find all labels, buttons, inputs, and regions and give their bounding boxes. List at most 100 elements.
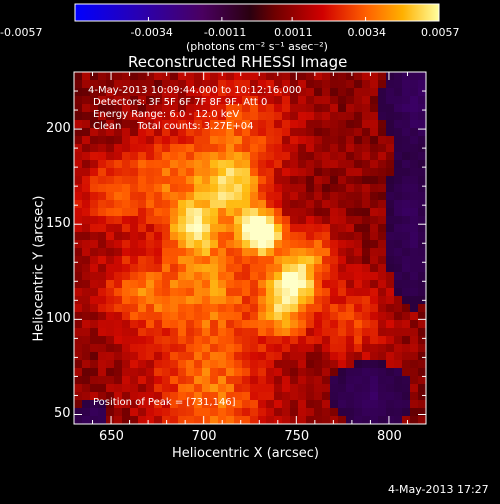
image-pixel	[410, 304, 419, 313]
image-pixel	[74, 336, 83, 345]
image-pixel	[178, 320, 187, 329]
image-pixel	[410, 296, 419, 305]
image-pixel	[114, 224, 123, 233]
image-pixel	[162, 392, 171, 401]
image-pixel	[170, 224, 179, 233]
image-pixel	[322, 192, 331, 201]
image-pixel	[378, 192, 387, 201]
image-pixel	[282, 280, 291, 289]
image-pixel	[370, 96, 379, 105]
image-pixel	[114, 360, 123, 369]
image-pixel	[106, 184, 115, 193]
image-pixel	[210, 328, 219, 337]
image-pixel	[194, 368, 203, 377]
image-pixel	[346, 312, 355, 321]
image-pixel	[98, 384, 107, 393]
image-pixel	[370, 304, 379, 313]
image-pixel	[386, 352, 395, 361]
image-pixel	[82, 176, 91, 185]
image-pixel	[394, 416, 403, 424]
image-pixel	[186, 352, 195, 361]
image-pixel	[186, 320, 195, 329]
image-pixel	[242, 288, 251, 297]
image-pixel	[298, 328, 307, 337]
image-pixel	[282, 336, 291, 345]
image-pixel	[106, 136, 115, 145]
image-pixel	[378, 88, 387, 97]
image-pixel	[106, 208, 115, 217]
image-pixel	[306, 256, 315, 265]
image-pixel	[154, 280, 163, 289]
image-pixel	[202, 368, 211, 377]
image-pixel	[250, 344, 259, 353]
image-pixel	[306, 200, 315, 209]
image-pixel	[314, 112, 323, 121]
image-pixel	[394, 128, 403, 137]
image-pixel	[330, 392, 339, 401]
image-pixel	[394, 208, 403, 217]
image-pixel	[74, 152, 83, 161]
image-pixel	[234, 192, 243, 201]
image-pixel	[122, 368, 131, 377]
image-pixel	[226, 304, 235, 313]
image-pixel	[154, 368, 163, 377]
image-pixel	[362, 176, 371, 185]
image-pixel	[170, 232, 179, 241]
image-pixel	[194, 256, 203, 265]
image-pixel	[370, 216, 379, 225]
image-pixel	[418, 344, 426, 353]
image-pixel	[394, 80, 403, 89]
image-pixel	[266, 240, 275, 249]
image-pixel	[82, 400, 91, 409]
image-pixel	[274, 80, 283, 89]
image-pixel	[178, 80, 187, 89]
image-pixel	[386, 176, 395, 185]
image-pixel	[242, 264, 251, 273]
image-pixel	[242, 256, 251, 265]
image-pixel	[218, 192, 227, 201]
image-pixel	[290, 184, 299, 193]
image-pixel	[130, 192, 139, 201]
image-pixel	[98, 376, 107, 385]
image-pixel	[226, 272, 235, 281]
image-pixel	[282, 256, 291, 265]
image-pixel	[82, 320, 91, 329]
image-pixel	[226, 80, 235, 89]
image-pixel	[402, 192, 411, 201]
image-pixel	[202, 288, 211, 297]
image-pixel	[90, 296, 99, 305]
image-pixel	[394, 264, 403, 273]
image-pixel	[338, 368, 347, 377]
image-pixel	[98, 96, 107, 105]
image-pixel	[186, 392, 195, 401]
image-pixel	[154, 240, 163, 249]
image-pixel	[178, 248, 187, 257]
image-pixel	[314, 192, 323, 201]
image-pixel	[338, 344, 347, 353]
image-pixel	[234, 384, 243, 393]
image-pixel	[418, 232, 426, 241]
image-pixel	[346, 184, 355, 193]
image-pixel	[258, 320, 267, 329]
image-pixel	[266, 80, 275, 89]
image-pixel	[138, 160, 147, 169]
image-pixel	[298, 296, 307, 305]
image-pixel	[258, 208, 267, 217]
image-pixel	[154, 344, 163, 353]
image-pixel	[178, 272, 187, 281]
image-pixel	[402, 120, 411, 129]
image-pixel	[362, 416, 371, 424]
image-pixel	[178, 120, 187, 129]
image-pixel	[346, 288, 355, 297]
image-pixel	[250, 152, 259, 161]
image-pixel	[74, 280, 83, 289]
image-pixel	[282, 344, 291, 353]
image-pixel	[226, 280, 235, 289]
image-pixel	[242, 376, 251, 385]
image-pixel	[322, 400, 331, 409]
image-pixel	[90, 288, 99, 297]
image-pixel	[394, 112, 403, 121]
image-pixel	[306, 224, 315, 233]
image-pixel	[210, 352, 219, 361]
image-pixel	[322, 288, 331, 297]
